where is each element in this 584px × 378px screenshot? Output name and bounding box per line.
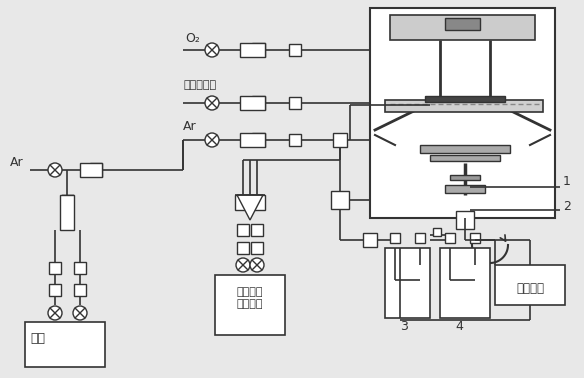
Bar	[49, 262, 61, 274]
Text: 3: 3	[400, 320, 408, 333]
Bar	[25, 322, 105, 367]
Bar	[251, 242, 263, 254]
Bar	[240, 133, 265, 147]
Polygon shape	[90, 163, 102, 177]
Bar	[390, 15, 535, 40]
Circle shape	[73, 306, 87, 320]
Circle shape	[250, 258, 264, 272]
Polygon shape	[252, 43, 265, 57]
Polygon shape	[252, 96, 265, 110]
Bar	[74, 262, 86, 274]
Text: 1: 1	[563, 175, 571, 188]
Bar	[420, 145, 510, 153]
Bar	[433, 228, 441, 236]
Bar	[440, 248, 490, 318]
Text: 2: 2	[563, 200, 571, 213]
Text: 钒源: 钒源	[30, 332, 46, 345]
Text: Ar: Ar	[10, 156, 23, 169]
Bar	[425, 96, 505, 102]
Bar	[385, 248, 430, 318]
Polygon shape	[252, 133, 265, 147]
Bar	[445, 18, 480, 30]
Bar	[80, 163, 102, 177]
Text: 气态据杂源: 气态据杂源	[183, 80, 216, 90]
Bar	[390, 233, 400, 243]
Text: 有机或液
态据杂源: 有机或液 态据杂源	[237, 287, 263, 309]
Polygon shape	[237, 195, 263, 220]
Bar	[333, 133, 347, 147]
Bar	[363, 233, 377, 247]
Bar	[289, 44, 301, 56]
Bar	[370, 8, 555, 218]
Circle shape	[236, 258, 250, 272]
Circle shape	[205, 96, 219, 110]
Bar	[289, 97, 301, 109]
Text: 尾气处理: 尾气处理	[516, 282, 544, 294]
Polygon shape	[62, 195, 74, 230]
Circle shape	[205, 133, 219, 147]
Bar	[470, 233, 480, 243]
Text: O₂: O₂	[185, 32, 200, 45]
Bar	[495, 265, 565, 305]
Bar	[445, 233, 455, 243]
Bar	[240, 43, 265, 57]
Bar	[445, 185, 485, 193]
Bar	[235, 195, 265, 210]
Bar	[289, 134, 301, 146]
Text: 4: 4	[455, 320, 463, 333]
Circle shape	[48, 163, 62, 177]
Bar	[215, 275, 285, 335]
Bar	[331, 191, 349, 209]
Bar	[415, 233, 425, 243]
Bar	[430, 155, 500, 161]
Circle shape	[205, 43, 219, 57]
Bar	[456, 211, 474, 229]
Circle shape	[48, 306, 62, 320]
Bar	[60, 195, 74, 230]
Bar	[450, 175, 480, 180]
Bar	[240, 96, 265, 110]
Bar	[49, 284, 61, 296]
Bar	[385, 100, 543, 112]
Bar	[237, 224, 249, 236]
Bar	[237, 242, 249, 254]
Bar	[74, 284, 86, 296]
Bar	[251, 224, 263, 236]
Text: Ar: Ar	[183, 120, 197, 133]
